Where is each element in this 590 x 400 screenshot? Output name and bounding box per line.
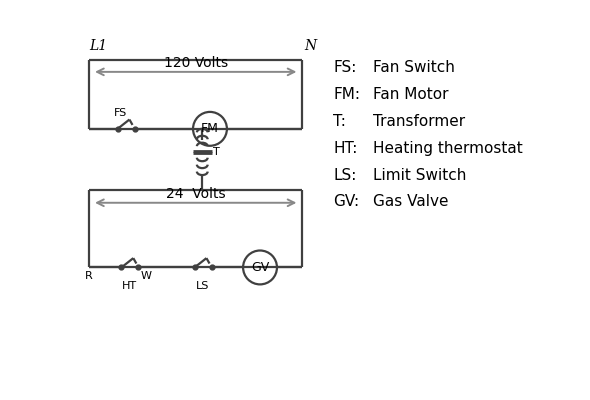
Text: HT:: HT: [333, 141, 358, 156]
Text: T: T [213, 147, 220, 157]
Text: Transformer: Transformer [373, 114, 466, 129]
Text: FS:: FS: [333, 60, 356, 75]
Text: HT: HT [122, 281, 137, 291]
Text: FM: FM [201, 122, 219, 135]
Text: T:: T: [333, 114, 346, 129]
Text: W: W [140, 271, 152, 281]
Text: GV: GV [251, 261, 269, 274]
Text: L1: L1 [89, 39, 107, 53]
Text: N: N [304, 39, 316, 53]
Text: 24  Volts: 24 Volts [166, 187, 225, 201]
Text: Gas Valve: Gas Valve [373, 194, 449, 210]
Text: GV:: GV: [333, 194, 359, 210]
Text: R: R [85, 271, 93, 281]
Text: LS:: LS: [333, 168, 356, 182]
Text: Limit Switch: Limit Switch [373, 168, 467, 182]
Text: Fan Switch: Fan Switch [373, 60, 455, 75]
Text: Heating thermostat: Heating thermostat [373, 141, 523, 156]
Text: FM:: FM: [333, 87, 360, 102]
Text: 120 Volts: 120 Volts [163, 56, 228, 70]
Text: LS: LS [196, 281, 209, 291]
Text: FS: FS [114, 108, 127, 118]
Text: Fan Motor: Fan Motor [373, 87, 449, 102]
